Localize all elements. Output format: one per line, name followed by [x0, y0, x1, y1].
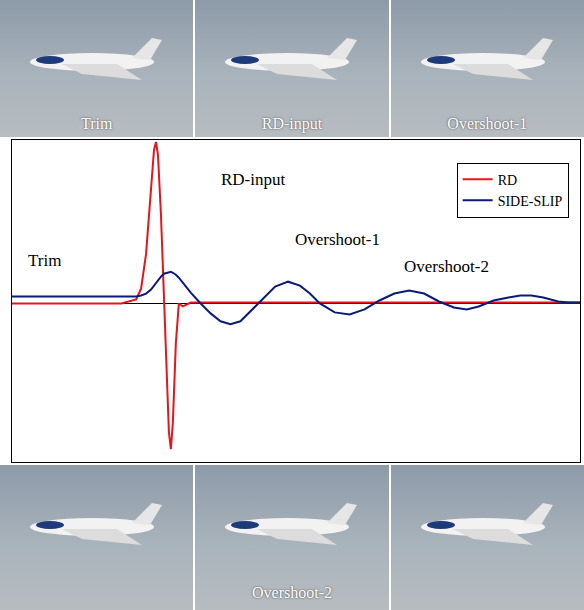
svg-text:RD: RD: [498, 173, 517, 188]
html-text:Overshoot-1: Overshoot-1: [447, 115, 528, 132]
svg-text:RD-input: RD-input: [221, 170, 286, 189]
svg-text:Overshoot-2: Overshoot-2: [404, 257, 489, 276]
html-text:Overshoot-2: Overshoot-2: [252, 584, 332, 601]
html-text:Trim: Trim: [80, 115, 113, 132]
svg-text:Overshoot-1: Overshoot-1: [295, 230, 380, 249]
html-text:RD-input: RD-input: [261, 115, 323, 132]
svg-text:Trim: Trim: [28, 251, 61, 270]
svg-text:SIDE-SLIP: SIDE-SLIP: [498, 194, 563, 209]
